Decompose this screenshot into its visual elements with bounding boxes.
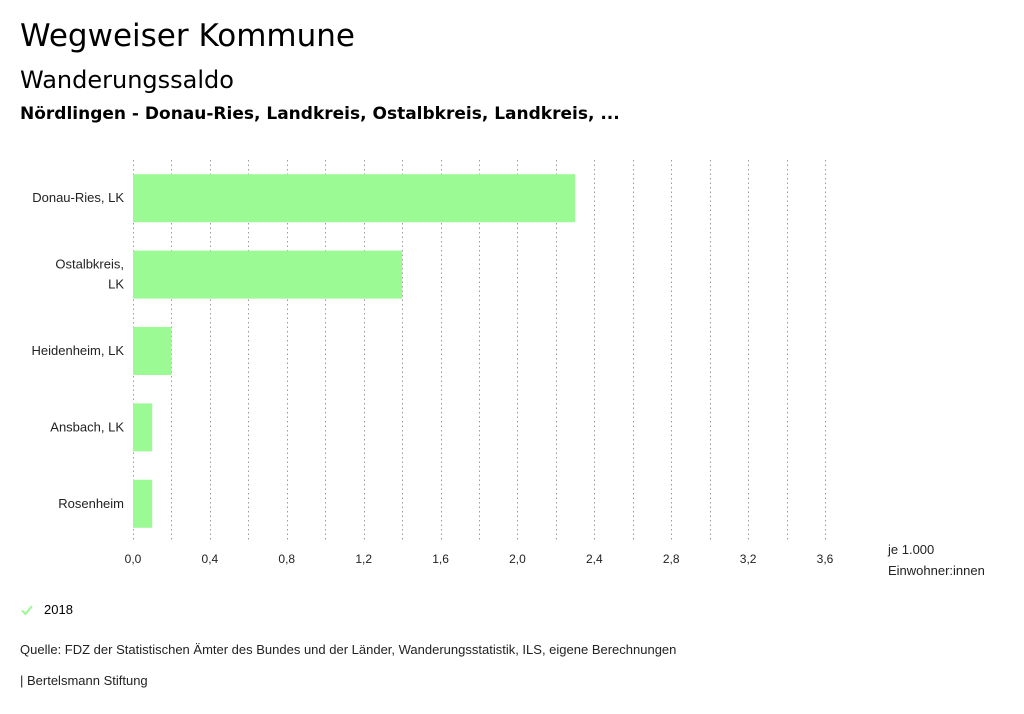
x-tick-label: 0,0 [125,552,142,566]
x-tick-label: 3,6 [817,552,834,566]
bar[interactable] [133,479,153,528]
bar[interactable] [133,174,576,223]
unit-line-2: Einwohner:innen [888,563,985,578]
bar[interactable] [133,403,153,452]
legend[interactable]: 2018 [20,602,73,617]
region-label: Nördlingen - Donau-Ries, Landkreis, Osta… [20,104,620,124]
x-tick-label: 2,4 [586,552,603,566]
chart-subtitle: Wanderungssaldo [20,66,234,94]
unit-line-1: je 1.000 [888,542,935,557]
x-axis-unit: je 1.000 Einwohner:innen [888,539,985,581]
category-label: LK [108,277,124,292]
bar[interactable] [133,327,172,375]
x-tick-label: 1,2 [355,552,372,566]
bar[interactable] [133,250,403,299]
category-label: Ostalbkreis, [55,257,124,272]
category-label: Rosenheim [58,496,124,511]
x-tick-label: 2,0 [509,552,526,566]
brand-label: | Bertelsmann Stiftung [20,673,148,688]
x-tick-label: 1,6 [432,552,449,566]
source-note: Quelle: FDZ der Statistischen Ämter des … [20,642,677,657]
bar-chart: 0,0 0,4 0,8 1,2 1,6 2,0 2,4 2,8 3,2 3,6 Donau-Ries… [32,160,834,566]
check-icon[interactable] [20,603,34,617]
x-tick-label: 0,4 [202,552,219,566]
x-tick-label: 3,2 [740,552,757,566]
chart-title: Wegweiser Kommune [20,18,355,54]
category-label: Ansbach, LK [50,419,124,434]
x-tick-label: 0,8 [278,552,295,566]
legend-label: 2018 [44,602,73,617]
x-tick-label: 2,8 [663,552,680,566]
category-label: Heidenheim, LK [32,343,125,358]
category-label: Donau-Ries, LK [32,190,124,205]
